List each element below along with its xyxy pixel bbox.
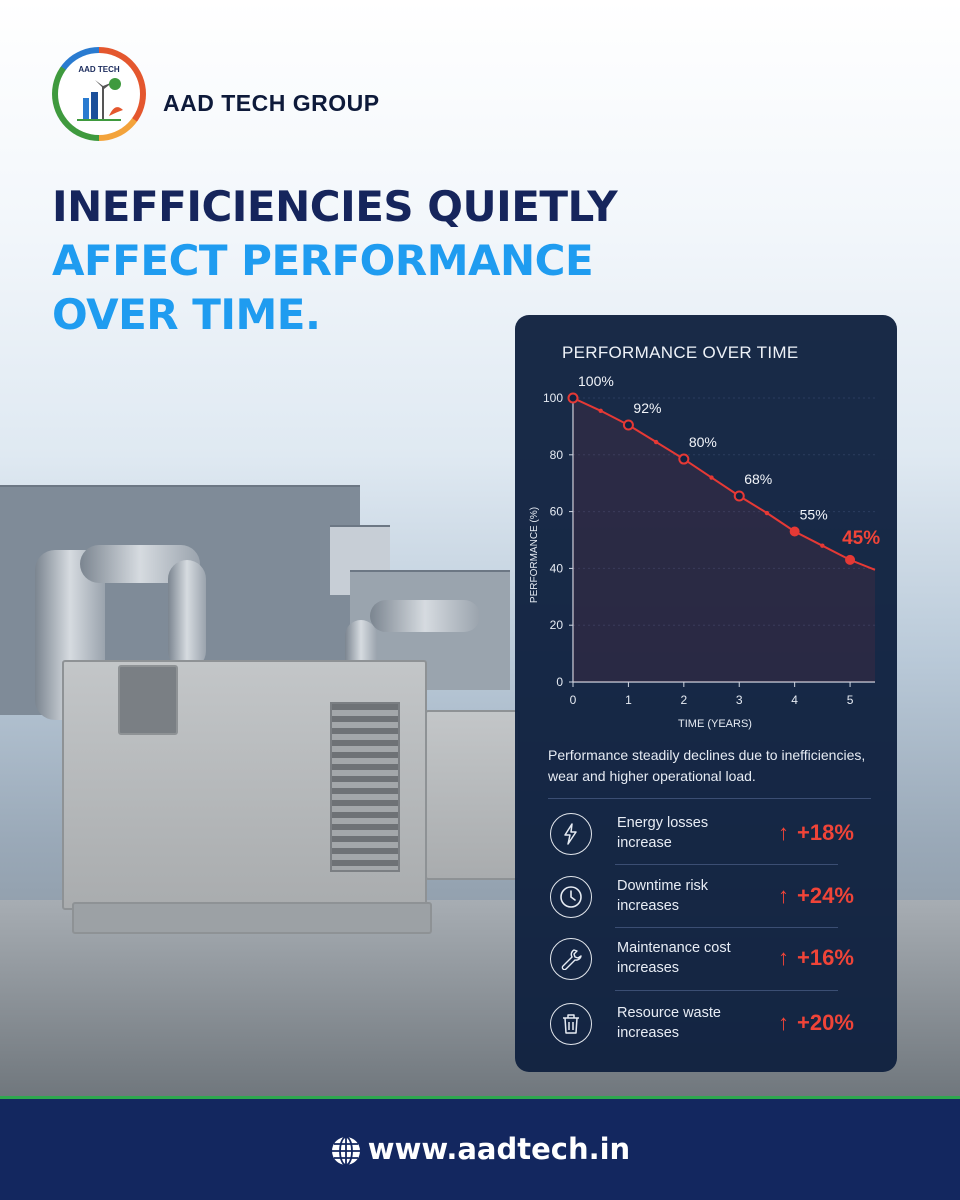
- footer: www.aadtech.in: [0, 1096, 960, 1200]
- company-logo: AAD TECH: [52, 47, 146, 141]
- metric-maintenance-cost: Maintenance cost increases ↑ +16%: [548, 928, 868, 990]
- data-label: 45%: [842, 528, 880, 549]
- y-tick-label: 60: [550, 505, 564, 519]
- series-point: [733, 490, 745, 502]
- series-minor-point: [598, 408, 603, 413]
- series-point: [567, 392, 579, 404]
- metric-label: Resource waste increases: [617, 1005, 721, 1041]
- logo-text: AAD TECH: [78, 64, 120, 74]
- y-tick-label: 100: [543, 391, 563, 405]
- trash-icon: [550, 1003, 592, 1045]
- pipe: [370, 600, 480, 632]
- metric-value-text: +18%: [797, 820, 854, 845]
- generator-base: [72, 902, 432, 934]
- data-label: 80%: [689, 434, 717, 450]
- arrow-up-icon: ↑: [778, 1010, 789, 1035]
- divider: [615, 990, 838, 991]
- metric-value: ↑ +24%: [778, 883, 854, 909]
- data-label: 68%: [744, 471, 772, 487]
- metric-energy-losses: Energy losses increase ↑ +18%: [548, 803, 868, 865]
- metric-value: ↑ +16%: [778, 945, 854, 971]
- performance-panel: PERFORMANCE OVER TIME 0 20 40 60 80 100 0 1 2 3 4 5…: [515, 315, 897, 1072]
- metric-value-text: +16%: [797, 945, 854, 970]
- website-link[interactable]: www.aadtech.in: [0, 1132, 960, 1167]
- series-point: [678, 453, 690, 465]
- headline-line-3: OVER TIME.: [52, 290, 321, 339]
- metric-value-text: +20%: [797, 1010, 854, 1035]
- wrench-icon: [550, 938, 592, 980]
- arrow-up-icon: ↑: [778, 945, 789, 970]
- series-point: [845, 554, 856, 565]
- metric-value: ↑ +20%: [778, 1010, 854, 1036]
- series-minor-point: [764, 510, 770, 516]
- brand-name: AAD TECH GROUP: [163, 90, 380, 116]
- series-minor-point: [820, 543, 825, 548]
- x-tick-label: 5: [847, 693, 854, 707]
- series-minor-point: [653, 439, 659, 445]
- divider: [615, 864, 838, 865]
- lightning-icon: [550, 813, 592, 855]
- y-axis-label: PERFORMANCE (%): [529, 507, 540, 603]
- arrow-up-icon: ↑: [778, 883, 789, 908]
- headline-line-2: AFFECT PERFORMANCE: [52, 236, 594, 285]
- series-point: [789, 526, 800, 537]
- series-point: [622, 419, 634, 431]
- data-label: 92%: [633, 400, 661, 416]
- y-tick-label: 40: [550, 561, 564, 575]
- y-tick-label: 80: [550, 448, 564, 462]
- metric-value: ↑ +18%: [778, 820, 854, 846]
- generator-unit: [425, 710, 520, 880]
- chart-title: PERFORMANCE OVER TIME: [562, 343, 799, 362]
- metric-value-text: +24%: [797, 883, 854, 908]
- x-tick-label: 2: [680, 693, 687, 707]
- headline-line-1: INEFFICIENCIES QUIETLY: [52, 182, 618, 231]
- metric-downtime-risk: Downtime risk increases ↑ +24%: [548, 866, 868, 928]
- data-label: 100%: [578, 373, 614, 389]
- x-axis-label: TIME (YEARS): [678, 718, 752, 730]
- website-text: www.aadtech.in: [367, 1132, 631, 1166]
- y-tick-label: 0: [556, 675, 563, 689]
- x-tick-label: 3: [736, 693, 743, 707]
- metric-label: Downtime risk increases: [617, 878, 709, 914]
- divider: [548, 798, 871, 799]
- generator-panel: [118, 665, 178, 735]
- series-area: [573, 398, 875, 682]
- data-label: 55%: [800, 506, 828, 522]
- series-minor-point: [709, 475, 714, 480]
- arrow-up-icon: ↑: [778, 820, 789, 845]
- headline: INEFFICIENCIES QUIETLY AFFECT PERFORMANC…: [52, 180, 672, 342]
- metric-resource-waste: Resource waste increases ↑ +20%: [548, 993, 868, 1055]
- performance-chart: 0 20 40 60 80 100 0 1 2 3 4 5 100% 92% 80% 68% 55% 45% P…: [529, 373, 880, 730]
- clock-icon: [550, 876, 592, 918]
- metric-label: Energy losses increase: [617, 815, 709, 851]
- pipe: [168, 560, 206, 670]
- x-tick-label: 4: [791, 693, 798, 707]
- metric-label: Maintenance cost increases: [617, 940, 731, 976]
- divider: [615, 927, 838, 928]
- x-tick-label: 1: [625, 693, 632, 707]
- y-tick-label: 20: [550, 618, 564, 632]
- generator-vent: [330, 702, 400, 872]
- logo-emblem-icon: [77, 77, 123, 121]
- globe-icon: [331, 1136, 360, 1166]
- x-tick-label: 0: [570, 693, 577, 707]
- chart-description: Performance steadily declines due to ine…: [548, 747, 866, 784]
